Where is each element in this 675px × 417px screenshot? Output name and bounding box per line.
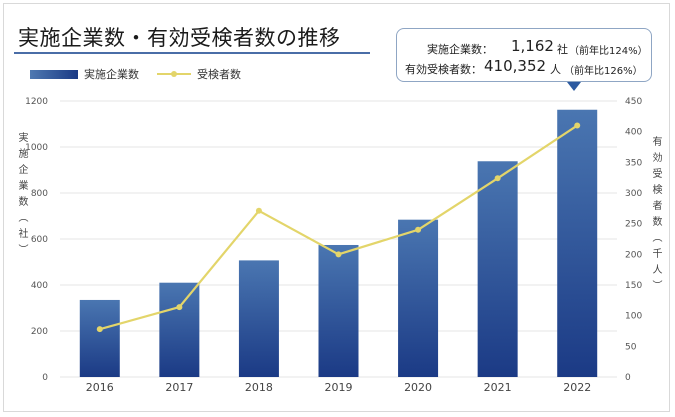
bar [318, 244, 359, 377]
legend-bar-swatch [30, 69, 78, 79]
line-point [176, 304, 183, 311]
x-tick-label: 2017 [165, 381, 193, 394]
y2-axis-label: 有効受検者数（千人） [650, 136, 661, 296]
y2-tick-label: 100 [625, 312, 642, 322]
x-tick-label: 2018 [245, 381, 273, 394]
chart-title: 実施企業数・有効受検者数の推移 [18, 26, 341, 50]
line-point [494, 175, 501, 182]
callout-examinees-note: （前年比126%） [564, 66, 643, 77]
y2-tick-label: 50 [625, 342, 637, 352]
x-tick-label: 2020 [404, 381, 432, 394]
y-tick-label: 0 [42, 373, 48, 383]
line-point [574, 122, 581, 129]
bar [477, 161, 518, 377]
line-point [96, 326, 103, 333]
y2-tick-label: 450 [625, 97, 642, 107]
legend-item-bar: 実施企業数 [30, 66, 139, 82]
callout-examinees-value: 410,352 [484, 57, 547, 75]
x-tick-label: 2022 [563, 381, 591, 394]
bar [398, 219, 439, 377]
title-underline [14, 52, 370, 54]
bar [79, 299, 120, 377]
x-tick-label: 2016 [86, 381, 114, 394]
y-tick-label: 1200 [25, 97, 48, 107]
line-point [255, 207, 262, 214]
x-tick-label: 2021 [484, 381, 512, 394]
legend-line-swatch [157, 71, 191, 77]
y2-tick-label: 300 [625, 189, 642, 199]
summary-callout: 実施企業数： 1,162 社 （前年比124%） 有効受検者数： 410,352… [396, 28, 652, 82]
bar [238, 260, 279, 377]
y2-tick-label: 250 [625, 220, 642, 230]
callout-companies-value: 1,162 [511, 37, 554, 55]
line-point [335, 251, 342, 258]
y2-tick-label: 200 [625, 250, 642, 260]
bar [557, 109, 598, 378]
y-tick-label: 800 [31, 189, 48, 199]
legend-item-line: 受検者数 [157, 66, 241, 82]
legend-bar-label: 実施企業数 [84, 68, 139, 81]
line-point [415, 226, 422, 233]
callout-companies-note: （前年比124%） [569, 46, 648, 57]
y2-tick-label: 350 [625, 158, 642, 168]
y2-tick-label: 150 [625, 281, 642, 291]
y-tick-label: 400 [31, 281, 48, 291]
y-axis-label: 実施企業数（社） [16, 132, 27, 260]
bar [159, 282, 200, 377]
y-tick-label: 1000 [25, 143, 48, 153]
x-tick-label: 2019 [325, 381, 353, 394]
callout-companies-unit: 社 [557, 43, 568, 56]
legend-line-label: 受検者数 [197, 68, 241, 81]
y2-tick-label: 0 [625, 373, 631, 383]
callout-examinees-unit: 人 [550, 63, 561, 76]
y-tick-label: 200 [31, 327, 48, 337]
callout-pointer [567, 82, 581, 91]
y2-tick-label: 400 [625, 128, 642, 138]
callout-companies-label: 実施企業数： [427, 43, 493, 56]
callout-examinees-label: 有効受検者数： [405, 63, 482, 76]
y-tick-label: 600 [31, 235, 48, 245]
